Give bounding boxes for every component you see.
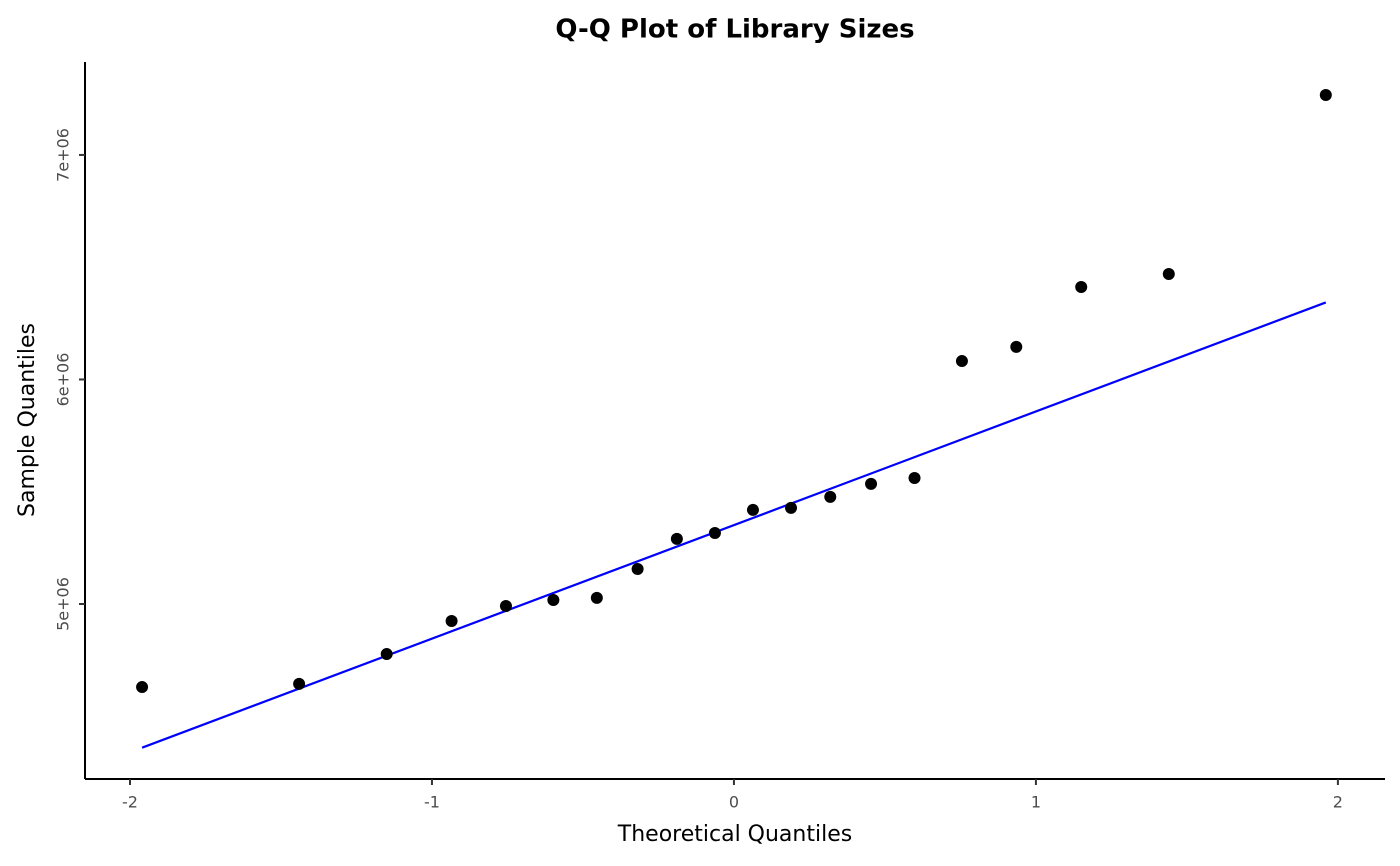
point xyxy=(631,562,644,575)
point xyxy=(499,600,512,613)
x-tick-label: -2 xyxy=(122,793,138,812)
point xyxy=(865,477,878,490)
reference-line xyxy=(141,301,1327,749)
x-tick-label: -1 xyxy=(424,793,440,812)
point xyxy=(445,615,458,628)
point xyxy=(746,503,759,516)
point xyxy=(380,648,393,661)
y-tick-label: 5e+06 xyxy=(54,577,73,631)
y-axis-title: Sample Quantiles xyxy=(15,323,40,517)
x-tick-label: 2 xyxy=(1333,793,1343,812)
point xyxy=(955,355,968,368)
point xyxy=(785,501,798,514)
y-tick-label: 6e+06 xyxy=(54,353,73,407)
point xyxy=(1010,340,1023,353)
point xyxy=(293,677,306,690)
chart-title: Q-Q Plot of Library Sizes xyxy=(555,15,914,45)
point xyxy=(1162,267,1175,280)
point xyxy=(547,593,560,606)
point xyxy=(1319,89,1332,102)
point xyxy=(908,472,921,485)
point xyxy=(824,490,837,503)
point xyxy=(708,527,721,540)
y-tick-label: 7e+06 xyxy=(54,128,73,182)
point xyxy=(590,591,603,604)
x-tick-label: 1 xyxy=(1031,793,1041,812)
point xyxy=(1075,280,1088,293)
x-tick-label: 0 xyxy=(729,793,739,812)
point xyxy=(670,532,683,545)
point xyxy=(136,681,149,694)
x-axis-title: Theoretical Quantiles xyxy=(617,822,852,847)
